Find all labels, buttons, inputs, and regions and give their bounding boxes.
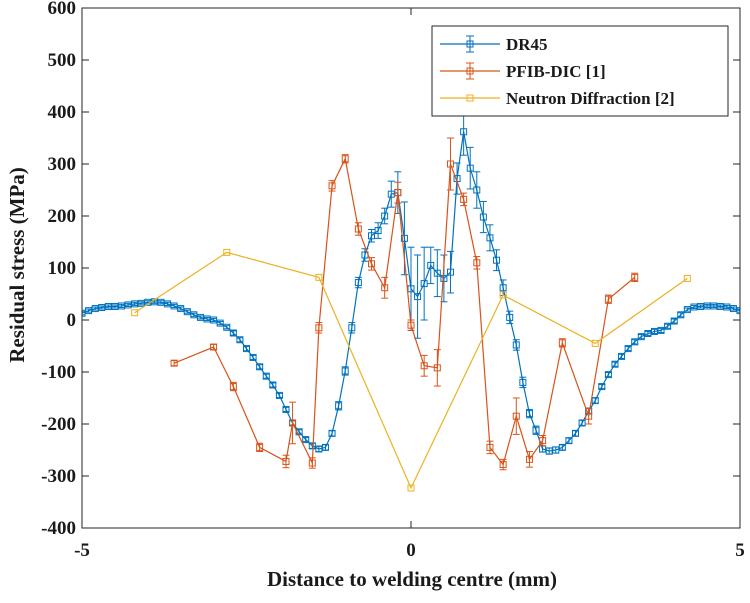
y-axis-title: Residual stress (MPa) [5,167,29,363]
y-tick-label: -200 [41,414,76,435]
series-0 [79,108,750,454]
series-1 [171,138,639,470]
y-tick-label: 100 [48,258,77,279]
legend-label: DR45 [506,35,548,54]
plot-area [79,108,750,491]
series-line [82,132,750,451]
x-tick-label: -5 [74,540,90,561]
y-tick-label: -400 [41,518,76,539]
y-tick-label: 200 [48,206,77,227]
x-tick-label: 0 [406,540,416,561]
y-tick-label: -300 [41,466,76,487]
y-tick-label: 600 [48,0,77,19]
y-tick-label: 500 [48,50,77,71]
y-tick-label: 0 [67,310,77,331]
x-tick-label: 5 [735,540,745,561]
y-tick-label: -100 [41,362,76,383]
x-axis-title: Distance to welding centre (mm) [267,567,557,591]
data-point [744,311,750,317]
y-tick-label: 300 [48,154,77,175]
y-tick-label: 400 [48,102,77,123]
legend-label: PFIB-DIC [1] [506,62,606,81]
legend: DR45 PFIB-DIC [1] Neutron Diffraction [2] [432,26,728,116]
legend-label: Neutron Diffraction [2] [506,89,675,108]
